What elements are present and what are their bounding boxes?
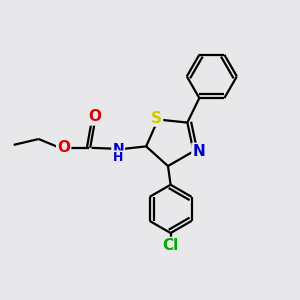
Text: H: H — [113, 151, 123, 164]
Text: N: N — [192, 144, 205, 159]
Text: O: O — [88, 110, 101, 124]
Text: Cl: Cl — [163, 238, 179, 253]
Text: S: S — [151, 110, 162, 125]
Text: O: O — [57, 140, 70, 155]
Text: N: N — [112, 142, 124, 156]
